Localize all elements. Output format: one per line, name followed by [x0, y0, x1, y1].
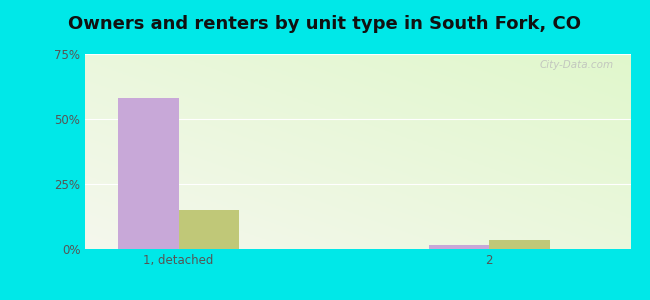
Text: City-Data.com: City-Data.com — [540, 60, 614, 70]
Bar — [179, 210, 239, 249]
Text: Owners and renters by unit type in South Fork, CO: Owners and renters by unit type in South… — [68, 15, 582, 33]
Bar — [429, 245, 489, 249]
Bar — [489, 240, 549, 249]
Bar — [118, 98, 179, 249]
